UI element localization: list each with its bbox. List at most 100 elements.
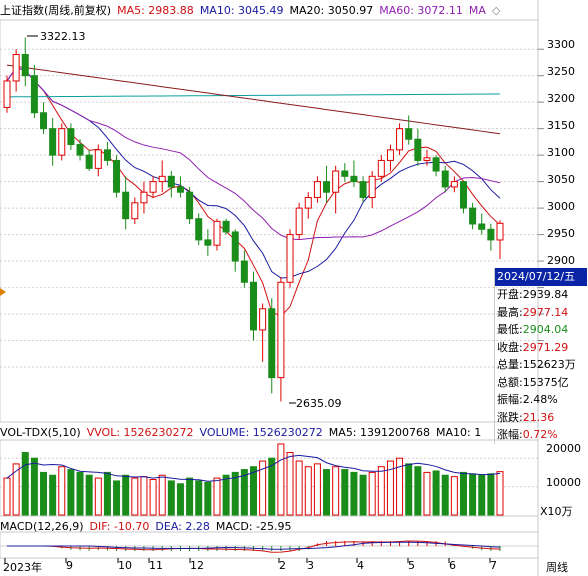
volume-bar	[368, 471, 376, 516]
volume-bar	[213, 477, 221, 516]
volume-bar	[195, 480, 203, 516]
info-value: 0.72%	[522, 428, 558, 441]
volume-bar	[222, 474, 230, 516]
vvol-label: VVOL: 1526230272	[86, 425, 194, 439]
candle-body	[432, 157, 440, 172]
ma10-label: MA10: 3045.49	[199, 3, 284, 17]
index-title: 上证指数(周线,前复权)	[0, 4, 112, 17]
macd-header: MACD(12,26,9) DIF: -10.70 DEA: 2.28 MACD…	[0, 516, 298, 536]
volume-bar	[396, 457, 404, 516]
candle-body	[30, 75, 38, 114]
candle-body	[414, 138, 422, 161]
candle-body	[12, 53, 20, 82]
high-annotation: 3322.13	[40, 30, 86, 43]
info-value: 152623万	[522, 358, 576, 371]
ma5-label: MA5: 2983.88	[117, 3, 194, 17]
volume-bar	[414, 466, 422, 516]
dif-line	[7, 540, 501, 553]
candle-body	[496, 222, 504, 241]
period-label[interactable]: 周线	[546, 561, 568, 574]
info-row: 最低:2904.04	[497, 323, 569, 336]
candle-body	[222, 220, 230, 233]
info-value: 2.48%	[522, 393, 558, 406]
volume-bar	[259, 460, 267, 516]
info-label: 收盘	[497, 340, 519, 354]
candle-body	[250, 281, 257, 331]
x-label: 12	[190, 559, 204, 572]
info-box: 2024/07/12/五 开盘:2939.84 最高:2977.14 最低:29…	[494, 268, 587, 444]
x-label: 3	[307, 559, 314, 572]
volume-bar	[176, 483, 184, 516]
candle-body	[487, 228, 495, 241]
volume-bar	[240, 469, 248, 516]
vol-ma5-label: MA5: 1391200768	[328, 425, 430, 439]
volume-bar	[85, 474, 93, 516]
volume-bar	[250, 466, 257, 516]
volume-bar	[3, 477, 11, 516]
info-label: 最低	[497, 323, 519, 336]
volume-bar	[94, 477, 102, 516]
volume-bar	[140, 476, 148, 516]
volume-bar	[487, 473, 495, 516]
candle-body	[377, 159, 385, 177]
volume-bar	[30, 457, 38, 516]
price-tick: 3200	[547, 92, 575, 105]
volume-bar	[359, 474, 367, 516]
volume-bar	[186, 477, 194, 516]
main-chart-header: 上证指数(周线,前复权) MA5: 2983.88 MA10: 3045.49 …	[0, 0, 506, 20]
volume-bar	[277, 443, 285, 516]
info-value: 2904.04	[522, 323, 569, 336]
volume-header: VOL-TDX(5,10) VVOL: 1526230272 VOLUME: 1…	[0, 422, 487, 442]
info-label: 涨幅	[497, 428, 519, 441]
candle-body	[405, 128, 413, 140]
x-label: 5	[408, 559, 415, 572]
candle-body	[195, 218, 203, 241]
candle-body	[176, 186, 184, 193]
x-label: 7	[490, 559, 497, 572]
volume-bar	[350, 471, 358, 516]
x-label: 4	[357, 559, 364, 572]
info-date: 2024/07/12/五	[495, 268, 587, 286]
volume-bar	[167, 480, 175, 516]
left-marker-icon	[0, 288, 6, 296]
price-tick: 3250	[547, 65, 575, 78]
candle-body	[386, 149, 394, 161]
volume-bar	[231, 471, 239, 516]
info-row: 最高:2977.14	[497, 305, 569, 319]
volume-bar	[286, 452, 294, 516]
volume-bar	[295, 460, 303, 516]
x-label: 9	[66, 559, 73, 572]
candle-body	[323, 181, 331, 193]
volume-bar	[40, 471, 48, 516]
volume-bar	[268, 457, 276, 516]
candle-body	[240, 260, 248, 283]
price-tick: 2900	[547, 254, 575, 267]
volume-bar	[441, 474, 449, 516]
x-label: 11	[149, 559, 163, 572]
ma-more-label: MA	[468, 3, 486, 17]
candle-body	[140, 191, 148, 204]
volume-label: VOLUME: 1526230272	[199, 425, 323, 439]
volume-bar	[323, 469, 331, 516]
ma20-line	[6, 67, 501, 241]
volume-bar	[450, 476, 458, 516]
candle-body	[21, 53, 29, 77]
info-label: 最高	[497, 305, 519, 319]
info-row: 振幅:2.48%	[497, 393, 558, 406]
diamond-icon[interactable]: ◇	[491, 3, 501, 17]
volume-bar	[131, 477, 139, 516]
candle-body	[213, 220, 221, 246]
volume-bar	[496, 471, 504, 516]
candle-body	[341, 170, 349, 177]
candle-body	[67, 128, 75, 146]
candle-body	[103, 149, 111, 161]
candle-body	[277, 281, 285, 379]
dea-line	[7, 541, 501, 550]
vol-ma5-line	[6, 454, 501, 482]
candle-body	[368, 175, 376, 199]
x-label: 10	[118, 559, 132, 572]
candle-body	[423, 157, 431, 161]
info-row: 收盘:2971.29	[497, 340, 569, 354]
volume-bar	[313, 463, 321, 516]
